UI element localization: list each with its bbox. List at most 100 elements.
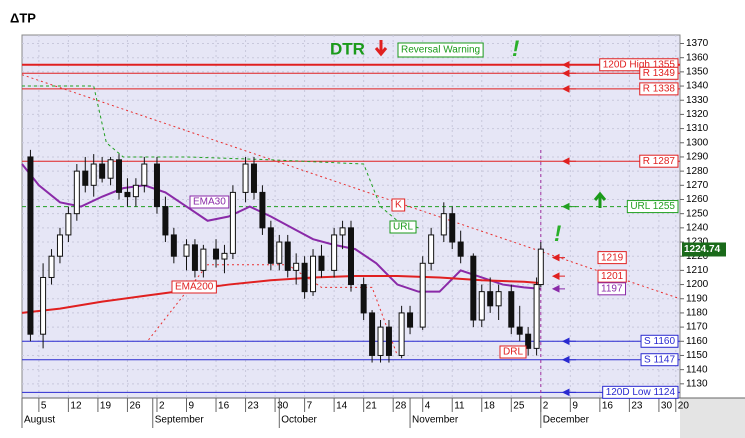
line-series xyxy=(21,74,681,300)
y-tick-label: 1350 xyxy=(686,67,709,78)
candle-body xyxy=(369,312,376,356)
y-tick-label: 1300 xyxy=(686,137,709,148)
candle-body xyxy=(99,163,106,179)
x-tick-label: 11 xyxy=(454,401,465,412)
chart-title: ΔTP xyxy=(10,10,36,25)
y-tick-label: 1180 xyxy=(686,308,708,319)
x-tick-label: 12 xyxy=(70,401,82,412)
x-tick-label: 21 xyxy=(366,401,378,412)
y-tick-label: 1200 xyxy=(686,279,709,290)
level-label-box xyxy=(602,385,679,399)
candle-body xyxy=(449,213,456,243)
level-label-box xyxy=(639,82,679,96)
y-tick-label: 1370 xyxy=(686,38,709,49)
level-arrow xyxy=(561,388,576,397)
x-tick-label: 9 xyxy=(572,401,578,412)
candle-body xyxy=(213,248,220,260)
price-marker-box xyxy=(597,251,627,265)
level-arrow xyxy=(561,202,576,211)
x-tick-label: 7 xyxy=(307,401,313,412)
price-marker-label: 1219 xyxy=(601,252,624,263)
y-tick-label: 1280 xyxy=(686,166,709,177)
candle-body xyxy=(141,163,148,186)
candle-body xyxy=(276,241,283,264)
candle-body xyxy=(360,284,367,314)
candle-body xyxy=(107,159,114,179)
candle-body xyxy=(478,291,485,321)
corner xyxy=(680,398,745,438)
month-label: August xyxy=(24,415,55,426)
y-tick-label: 1210 xyxy=(686,265,709,276)
annotation: ! xyxy=(554,221,561,246)
candle-body xyxy=(56,234,63,257)
candle-body xyxy=(348,227,354,286)
candle-body xyxy=(508,291,515,328)
candle-body xyxy=(242,163,249,193)
candle-body xyxy=(191,244,198,271)
level-arrow xyxy=(561,60,576,69)
level-arrow xyxy=(561,69,576,78)
candle-body xyxy=(267,227,274,264)
y-tick-label: 1290 xyxy=(686,152,709,163)
level-label: 120D High 1355 xyxy=(603,59,676,70)
plot-area xyxy=(21,34,681,399)
candle-body xyxy=(385,326,392,356)
x-tick-label: 19 xyxy=(100,401,112,412)
candle-body xyxy=(183,244,190,257)
candle-body xyxy=(259,191,266,229)
candle-body xyxy=(470,255,477,321)
annotation-box xyxy=(389,220,417,234)
x-tick-label: 5 xyxy=(41,401,47,412)
candle-body xyxy=(124,191,131,198)
candle-body xyxy=(221,252,228,260)
price-marker-label: 1201 xyxy=(601,271,624,282)
candle-body xyxy=(495,291,502,307)
last-price-label: 1224.74 xyxy=(684,244,721,255)
price-marker-label: 1197 xyxy=(601,283,623,294)
candle-body xyxy=(407,312,414,328)
x-tick-label: 9 xyxy=(189,401,195,412)
candle-body xyxy=(377,326,384,356)
level-label-box xyxy=(640,353,679,367)
candle-body xyxy=(73,170,80,215)
month-label: December xyxy=(543,415,590,426)
level-label-box xyxy=(639,154,679,168)
level-arrow xyxy=(561,85,576,93)
price-marker-box xyxy=(597,282,627,296)
candle-body xyxy=(250,163,257,193)
candle-body xyxy=(65,213,72,236)
level-label: R 1287 xyxy=(643,156,676,167)
level-label: R 1349 xyxy=(643,68,676,79)
x-tick-label: 18 xyxy=(484,401,496,412)
x-tick-label: 4 xyxy=(425,401,431,412)
annotation-box xyxy=(499,345,527,359)
candle-body xyxy=(533,284,540,349)
candle-body xyxy=(48,255,55,278)
x-tick-label: 23 xyxy=(631,401,643,412)
x-tick-label: 30 xyxy=(661,401,673,412)
y-tick-label: 1330 xyxy=(686,95,709,106)
level-arrow xyxy=(561,337,576,346)
annotation-box xyxy=(397,42,484,58)
candle-body xyxy=(516,326,523,335)
level-label: 120D Low 1124 xyxy=(606,387,676,398)
y-tick-label: 1140 xyxy=(686,364,708,375)
y-tick-label: 1150 xyxy=(686,350,708,361)
y-tick-label: 1230 xyxy=(686,237,709,248)
marker-arrow xyxy=(551,272,565,280)
candle-body xyxy=(82,170,89,186)
x-tick-label: 23 xyxy=(248,401,260,412)
x-tick-label: 2 xyxy=(159,401,165,412)
x-tick-label: 26 xyxy=(129,401,141,412)
annotation: Reversal Warning xyxy=(401,45,480,56)
level-label: URL 1255 xyxy=(630,201,675,212)
candle-body xyxy=(440,213,447,236)
x-tick-label: 20 xyxy=(678,401,690,412)
y-tick-label: 1170 xyxy=(686,322,708,333)
month-label: November xyxy=(412,415,459,426)
series-label-box xyxy=(189,195,230,209)
candle-body xyxy=(27,156,34,335)
candle-body xyxy=(339,227,346,236)
